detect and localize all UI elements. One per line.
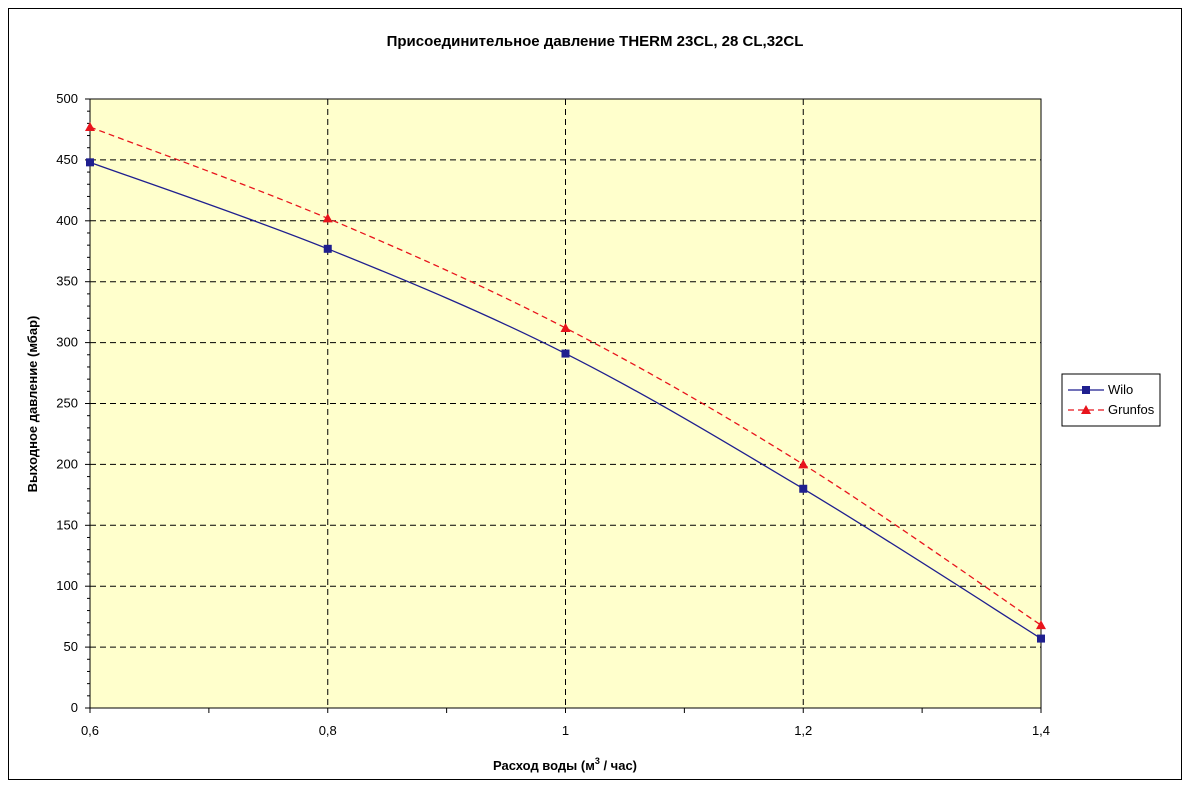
y-tick-label: 250: [56, 396, 78, 411]
data-point-wilo: [323, 244, 332, 253]
data-point-wilo: [799, 484, 808, 493]
series-grunfos: [85, 122, 1046, 630]
x-axis-title-sup: 3: [595, 756, 600, 766]
x-axis-title: Расход воды (м3 / час): [493, 756, 637, 773]
y-tick-label: 350: [56, 274, 78, 289]
y-tick-label: 500: [56, 91, 78, 106]
data-point-wilo: [561, 349, 570, 358]
x-tick-label: 0,6: [81, 723, 99, 738]
y-tick-label: 400: [56, 213, 78, 228]
y-tick-label: 300: [56, 335, 78, 350]
data-point-grunfos: [322, 213, 333, 223]
data-point-grunfos: [560, 322, 571, 332]
series-wilo: [86, 158, 1045, 643]
grid: [89, 98, 1042, 709]
legend-label-grunfos: Grunfos: [1108, 402, 1155, 417]
legend-marker-grunfos: [1081, 405, 1091, 414]
data-point-grunfos: [85, 122, 95, 132]
series-layer: [85, 122, 1046, 643]
x-axis-title-tail: / час): [600, 758, 637, 773]
x-tick-label: 1,2: [794, 723, 812, 738]
data-point-wilo: [1037, 634, 1045, 643]
legend-marker-wilo: [1082, 386, 1090, 394]
y-tick-label: 150: [56, 517, 78, 532]
y-tick-label: 200: [56, 456, 78, 471]
y-tick-label: 450: [56, 152, 78, 167]
x-axis-title-main: Расход воды (м: [493, 758, 595, 773]
series-line-grunfos: [89, 126, 1042, 626]
x-tick-label: 1,4: [1032, 723, 1050, 738]
y-axis-title: Выходное давление (мбар): [25, 316, 40, 493]
chart-title: Присоединительное давление THERM 23CL, 2…: [387, 33, 804, 50]
data-point-grunfos: [1036, 620, 1046, 630]
data-point-grunfos: [798, 459, 809, 469]
data-point-wilo: [86, 158, 94, 167]
y-tick-label: 50: [64, 639, 78, 654]
legend-box: [1061, 373, 1161, 427]
x-tick-label: 0,8: [319, 723, 337, 738]
legend-item-grunfos: Grunfos: [1068, 402, 1155, 417]
axes: [85, 98, 1042, 713]
y-tick-label: 0: [71, 700, 78, 715]
y-tick-label: 100: [56, 578, 78, 593]
legend-item-wilo: Wilo: [1068, 382, 1133, 397]
tick-labels: 0 50 100 150 200 250 300 350 400 450 500 0,6 0,8 1 1,2…: [56, 91, 1050, 738]
legend-label-wilo: Wilo: [1108, 382, 1133, 397]
legend: Wilo Grunfos: [1061, 373, 1161, 427]
x-tick-label: 1: [562, 723, 569, 738]
